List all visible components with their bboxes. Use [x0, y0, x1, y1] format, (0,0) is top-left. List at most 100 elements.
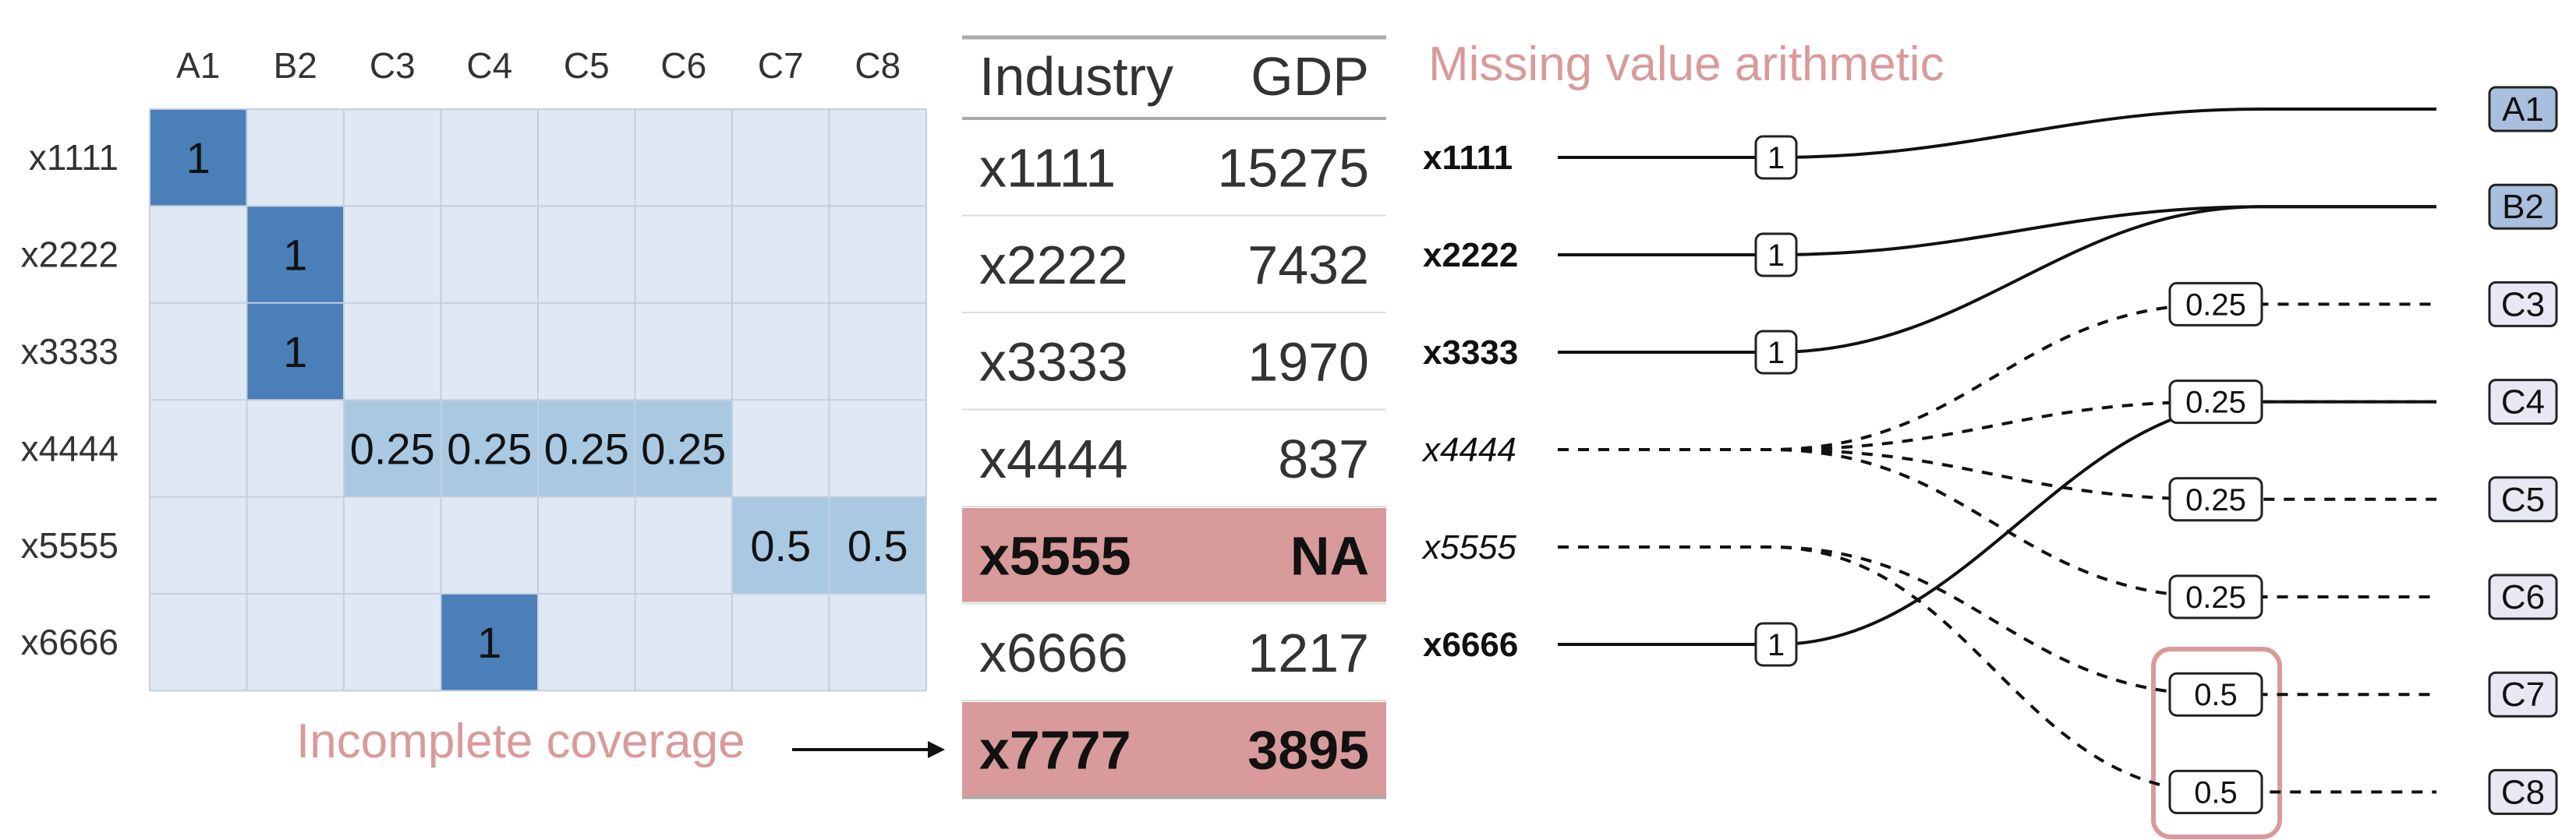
- half-weights-highlight: [2151, 647, 2282, 839]
- flow-weight-box: [2168, 769, 2263, 814]
- matrix-column-label: C4: [466, 45, 512, 86]
- flow-weight-label: 1: [1767, 628, 1785, 662]
- flow-weight-label: 0.25: [2185, 483, 2246, 517]
- matrix-cell: [246, 302, 344, 401]
- matrix-column-label: C3: [370, 45, 416, 86]
- flow-weight-box: [1754, 232, 1798, 277]
- matrix-cell: [441, 400, 538, 497]
- flow-weight-box: [1754, 622, 1798, 667]
- matrix-column-label: C7: [758, 45, 804, 86]
- table-cell-industry: x5555: [979, 525, 1131, 586]
- flow-target-box: [2488, 768, 2558, 815]
- matrix-column-label: C6: [660, 45, 706, 86]
- matrix-cell-value: 0.25: [641, 424, 726, 473]
- flow-weight-box: [2168, 672, 2263, 717]
- flow-weight-box: [1754, 135, 1798, 180]
- flow-link: [1558, 448, 2436, 501]
- flow-weight-box: [2168, 574, 2263, 619]
- table-cell-industry: x2222: [979, 235, 1128, 295]
- table-cell-industry: x7777: [979, 719, 1131, 780]
- matrix-cell-value: 0.25: [447, 424, 532, 473]
- flow-link: [1558, 448, 2436, 598]
- flow-source-label: x6666: [1423, 626, 1518, 664]
- flow-link: [1558, 205, 2436, 354]
- flow-target-label: C5: [2501, 481, 2545, 519]
- flow-target-label: C7: [2501, 676, 2545, 714]
- flow-weight-label: 1: [1767, 238, 1785, 273]
- flow-link: [1558, 400, 2436, 451]
- table-cell-industry: x1111: [979, 137, 1116, 198]
- table-cell-gdp: 837: [1278, 429, 1369, 489]
- flow-source-label: x2222: [1423, 236, 1518, 274]
- table-cell-gdp: 3895: [1247, 719, 1369, 780]
- flow-target-label: C4: [2501, 383, 2545, 422]
- matrix-row-label: x5555: [21, 525, 119, 566]
- flow-weight-label: 0.25: [2185, 581, 2246, 615]
- annotations: Incomplete coverage Missing value arithm…: [296, 37, 2282, 839]
- flow-weight-box: [2168, 281, 2263, 326]
- flow-source-label: x3333: [1423, 334, 1518, 372]
- flow-target-box: [2488, 183, 2558, 230]
- flow-weight-box: [1754, 330, 1798, 375]
- matrix-row-label: x6666: [21, 622, 119, 662]
- flow-link: [1558, 302, 2436, 451]
- matrix-cell-value: 1: [283, 327, 307, 376]
- flow-diagram: 1 1 1 0.25 0.25 0.25 0.25 0.5 0.5 1 x1111 x2222 x333…: [1421, 86, 2558, 815]
- flow-target-label: C8: [2501, 773, 2545, 811]
- flow-links: [1558, 108, 2436, 794]
- coverage-arrow-head: [928, 741, 945, 758]
- table-cell-gdp: 15275: [1217, 137, 1369, 198]
- table-cell-industry: x3333: [979, 331, 1128, 392]
- matrix-cell-value: 1: [477, 618, 501, 667]
- matrix-cell-value: 0.25: [350, 424, 435, 473]
- flow-target-label: C6: [2501, 578, 2545, 616]
- flow-source-label: x1111: [1423, 139, 1513, 177]
- flow-source-label: x5555: [1421, 528, 1516, 566]
- flow-weight-label: 1: [1767, 141, 1785, 175]
- missing-value-label: Missing value arithmetic: [1428, 37, 1944, 91]
- table-cell-gdp: 7432: [1247, 235, 1369, 295]
- matrix-row-label: x4444: [21, 428, 119, 468]
- flow-weights: 1 1 1 0.25 0.25 0.25 0.25 0.5 0.5 1: [1754, 135, 2263, 814]
- gdp-table: Industry GDP x1111 15275 x2222 7432 x3333 1970 x…: [962, 35, 1386, 799]
- matrix-cell: [344, 400, 441, 497]
- matrix-cell-value: 1: [283, 231, 307, 280]
- table-cell-gdp: 1217: [1247, 623, 1369, 683]
- table-header-industry: Industry: [979, 46, 1173, 107]
- matrix-column-label: A1: [176, 45, 220, 86]
- matrix-cell-value: 1: [186, 133, 211, 182]
- matrix-cell: [150, 109, 247, 206]
- flow-weight-label: 0.5: [2194, 775, 2238, 810]
- flow-target-box: [2488, 86, 2558, 132]
- flow-source-label: x4444: [1421, 431, 1516, 469]
- incomplete-coverage-label: Incomplete coverage: [296, 715, 745, 768]
- matrix-row-label: x3333: [21, 331, 119, 372]
- flow-link: [1558, 545, 2436, 697]
- flow-target-box: [2488, 671, 2558, 718]
- flow-weight-label: 0.5: [2194, 678, 2238, 712]
- flow-target-label: C3: [2501, 285, 2545, 323]
- matrix-cell-value: 0.5: [750, 521, 811, 570]
- table-header-gdp: GDP: [1251, 46, 1369, 107]
- flow-link: [1558, 400, 2436, 646]
- mapping-matrix: A1 B2 C3 C4 C5 C6 C7 C8 x1111 x2222 x3333 x4444 x555…: [21, 45, 927, 692]
- flow-target-box: [2488, 476, 2558, 523]
- table-cell-industry: x4444: [979, 429, 1128, 489]
- flow-link: [1558, 545, 2436, 794]
- flow-weight-box: [2168, 477, 2263, 522]
- matrix-cell: [538, 400, 635, 497]
- flow-target-box: [2488, 281, 2558, 327]
- table-cell-industry: x6666: [979, 623, 1128, 683]
- matrix-row-label: x1111: [29, 137, 119, 178]
- flow-weight-label: 0.25: [2185, 288, 2246, 322]
- matrix-column-label: B2: [274, 45, 317, 86]
- table-cell-gdp: 1970: [1247, 331, 1369, 392]
- matrix-cell: [732, 496, 830, 594]
- table-row-highlight: [962, 508, 1386, 602]
- flow-weight-label: 0.25: [2185, 386, 2246, 420]
- flow-weight-label: 1: [1767, 336, 1785, 370]
- matrix-column-label: C8: [855, 45, 901, 86]
- table-row-highlight: [962, 702, 1386, 796]
- flow-target-box: [2488, 379, 2558, 425]
